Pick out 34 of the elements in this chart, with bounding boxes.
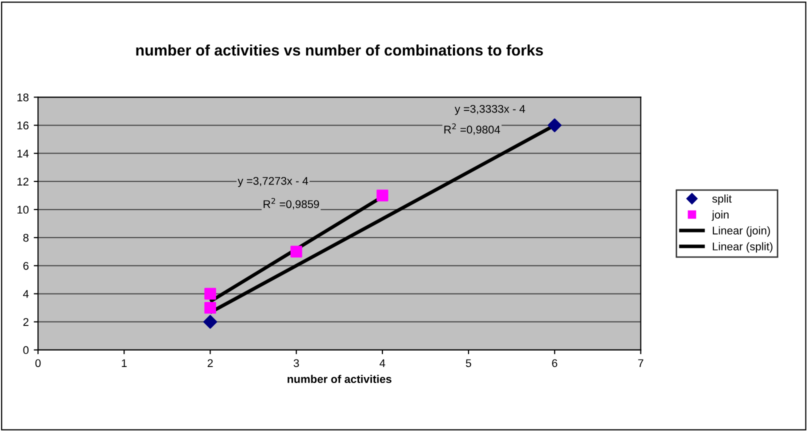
x-tick-label: 5 [466, 359, 472, 368]
legend-label: join [712, 210, 729, 221]
annotation: R$^{2}$ =0,9859 [264, 198, 319, 210]
y-tick-label: 8 [23, 234, 29, 242]
y-tick-label: 12 [17, 178, 28, 186]
legend-label: Linear (split) [712, 242, 772, 253]
y-tick-label: 2 [23, 318, 28, 326]
x-tick-label: 3 [294, 359, 299, 368]
y-tick-label: 0 [23, 346, 29, 354]
annotation: R$^{2}$ =0,9804 [444, 123, 500, 135]
point [376, 190, 388, 202]
x-tick-label: 4 [380, 359, 386, 367]
y-tick-label: 14 [17, 150, 29, 158]
y-tick-label: 4 [23, 290, 29, 298]
x-axis-title: number of activities [288, 374, 392, 384]
legend-label: split [712, 194, 732, 205]
x-tick-label: 7 [638, 359, 644, 367]
x-tick-label: 1 [122, 359, 127, 367]
annotation: y =3,7273x - 4 [238, 176, 308, 188]
legend-label: Linear (join) [712, 226, 770, 237]
y-tick-label: 16 [17, 122, 29, 130]
point [204, 288, 216, 300]
point [290, 246, 302, 258]
point [204, 302, 216, 314]
point [548, 118, 562, 132]
annotation: y =3,3333x - 4 [454, 104, 526, 116]
y-tick-label: 10 [17, 206, 29, 214]
y-tick-label: 6 [23, 262, 29, 270]
point [203, 314, 218, 329]
chart-title: number of activities vs number of combinations to forks [136, 44, 543, 56]
y-tick-label: 18 [17, 93, 29, 102]
x-tick-label: 0 [35, 359, 41, 368]
x-tick-label: 6 [552, 359, 558, 368]
x-tick-label: 2 [208, 359, 213, 367]
